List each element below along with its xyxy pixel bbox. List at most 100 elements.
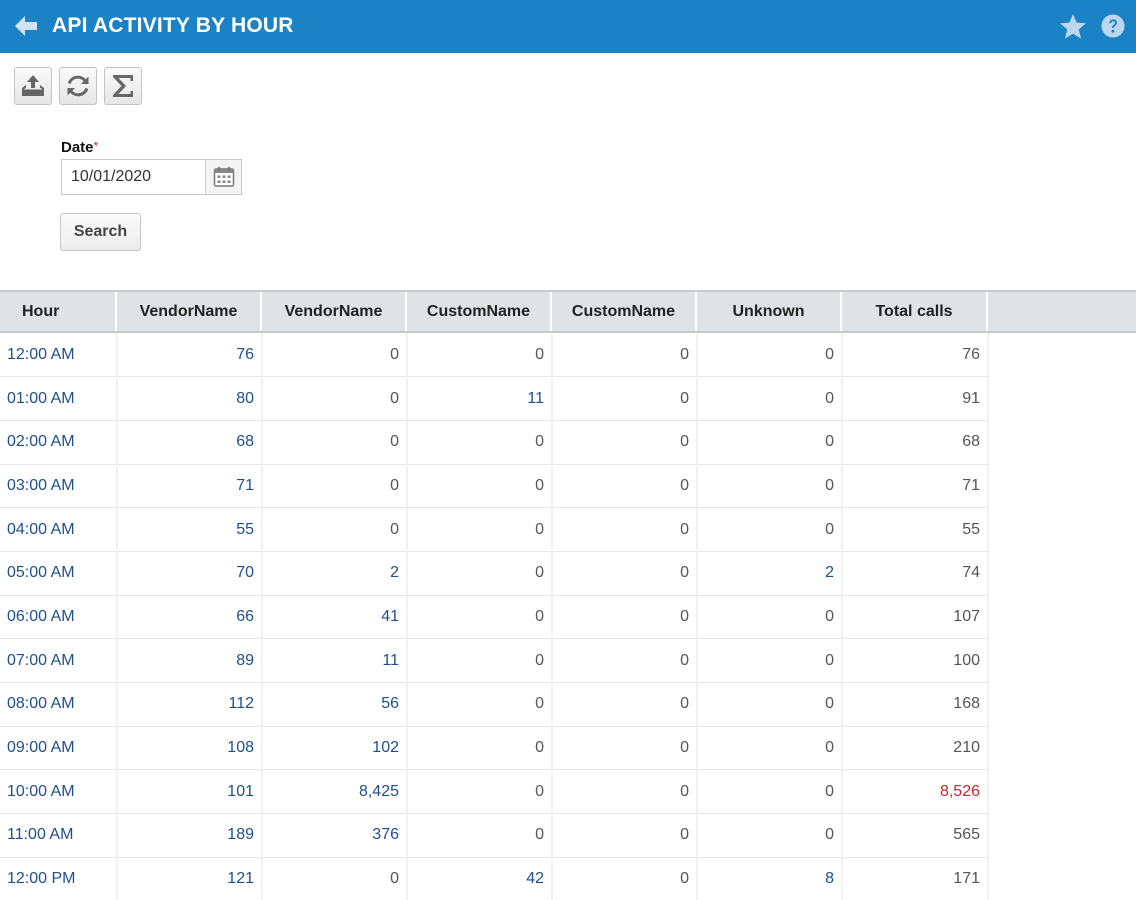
cell-hour[interactable]: 02:00 AM	[0, 420, 118, 465]
cell-vendorname-1[interactable]: 71	[117, 464, 263, 509]
cell-total-calls: 68	[842, 420, 989, 465]
cell-unknown: 0	[697, 638, 843, 683]
column-header-total-calls[interactable]: Total calls	[842, 292, 988, 331]
cell-hour[interactable]: 12:00 AM	[0, 333, 118, 378]
cell-unknown: 0	[697, 682, 843, 727]
cell-customname-2: 0	[552, 507, 698, 552]
cell-customname-2: 0	[552, 857, 698, 900]
cell-customname-2: 0	[552, 551, 698, 596]
table-header: Hour VendorName VendorName CustomName Cu…	[0, 290, 1136, 333]
date-input[interactable]	[62, 160, 205, 194]
cell-customname-2: 0	[552, 813, 698, 858]
column-header-hour[interactable]: Hour	[0, 292, 117, 331]
cell-vendorname-2[interactable]: 11	[262, 638, 408, 683]
table-row: 02:00 AM 68 0 0 0 0 68	[0, 420, 989, 465]
cell-customname-1: 0	[407, 333, 553, 378]
cell-customname-1: 0	[407, 638, 553, 683]
table-row: 03:00 AM 71 0 0 0 0 71	[0, 464, 989, 509]
cell-vendorname-1[interactable]: 189	[117, 813, 263, 858]
cell-vendorname-2[interactable]: 56	[262, 682, 408, 727]
cell-vendorname-2: 0	[262, 464, 408, 509]
column-header-vendorname-1[interactable]: VendorName	[117, 292, 262, 331]
cell-vendorname-1[interactable]: 55	[117, 507, 263, 552]
column-header-vendorname-2[interactable]: VendorName	[262, 292, 407, 331]
cell-hour[interactable]: 11:00 AM	[0, 813, 118, 858]
refresh-button[interactable]	[59, 67, 97, 105]
cell-customname-1: 0	[407, 420, 553, 465]
cell-hour[interactable]: 05:00 AM	[0, 551, 118, 596]
cell-customname-2: 0	[552, 682, 698, 727]
cell-hour[interactable]: 08:00 AM	[0, 682, 118, 727]
sigma-icon	[113, 75, 133, 97]
calendar-button[interactable]	[205, 160, 241, 194]
cell-vendorname-1[interactable]: 80	[117, 376, 263, 421]
cell-unknown: 0	[697, 595, 843, 640]
cell-customname-2: 0	[552, 726, 698, 771]
table-row: 06:00 AM 66 41 0 0 0 107	[0, 595, 989, 640]
back-arrow-icon[interactable]	[13, 14, 39, 38]
cell-customname-2: 0	[552, 376, 698, 421]
export-icon	[22, 75, 44, 96]
cell-total-calls: 91	[842, 376, 989, 421]
calendar-icon	[213, 167, 234, 187]
cell-unknown[interactable]: 2	[697, 551, 843, 596]
cell-total-calls: 55	[842, 507, 989, 552]
cell-vendorname-2: 0	[262, 857, 408, 900]
cell-hour[interactable]: 04:00 AM	[0, 507, 118, 552]
cell-customname-1[interactable]: 11	[407, 376, 553, 421]
cell-vendorname-2[interactable]: 8,425	[262, 769, 408, 815]
cell-customname-2: 0	[552, 638, 698, 683]
cell-vendorname-1[interactable]: 76	[117, 333, 263, 378]
search-button[interactable]: Search	[60, 213, 141, 251]
cell-vendorname-2: 0	[262, 333, 408, 378]
cell-customname-1: 0	[407, 595, 553, 640]
cell-vendorname-2: 0	[262, 507, 408, 552]
help-icon[interactable]	[1101, 14, 1125, 38]
cell-vendorname-2[interactable]: 376	[262, 813, 408, 858]
cell-total-calls: 71	[842, 464, 989, 509]
cell-customname-1[interactable]: 42	[407, 857, 553, 900]
cell-hour[interactable]: 01:00 AM	[0, 376, 118, 421]
cell-customname-2: 0	[552, 769, 698, 815]
column-header-customname-1[interactable]: CustomName	[407, 292, 552, 331]
cell-hour[interactable]: 03:00 AM	[0, 464, 118, 509]
cell-vendorname-1[interactable]: 101	[117, 769, 263, 815]
cell-customname-1: 0	[407, 551, 553, 596]
cell-unknown: 0	[697, 769, 843, 815]
table-row: 10:00 AM 101 8,425 0 0 0 8,526	[0, 769, 989, 815]
date-label: Date*	[61, 139, 99, 156]
cell-vendorname-1[interactable]: 89	[117, 638, 263, 683]
totals-button[interactable]	[104, 67, 142, 105]
column-header-customname-2[interactable]: CustomName	[552, 292, 697, 331]
cell-total-calls: 107	[842, 595, 989, 640]
cell-vendorname-1[interactable]: 70	[117, 551, 263, 596]
cell-hour[interactable]: 09:00 AM	[0, 726, 118, 771]
column-header-unknown[interactable]: Unknown	[697, 292, 842, 331]
cell-vendorname-2[interactable]: 2	[262, 551, 408, 596]
cell-total-calls: 100	[842, 638, 989, 683]
cell-vendorname-2: 0	[262, 420, 408, 465]
cell-hour[interactable]: 10:00 AM	[0, 769, 118, 815]
table-row: 12:00 AM 76 0 0 0 0 76	[0, 333, 989, 378]
cell-vendorname-1[interactable]: 68	[117, 420, 263, 465]
table-row: 11:00 AM 189 376 0 0 0 565	[0, 813, 989, 858]
cell-unknown[interactable]: 8	[697, 857, 843, 900]
cell-hour[interactable]: 06:00 AM	[0, 595, 118, 640]
cell-hour[interactable]: 07:00 AM	[0, 638, 118, 683]
cell-vendorname-1[interactable]: 121	[117, 857, 263, 900]
export-button[interactable]	[14, 67, 52, 105]
favorite-star-icon[interactable]	[1059, 13, 1087, 40]
cell-vendorname-1[interactable]: 112	[117, 682, 263, 727]
cell-vendorname-2[interactable]: 102	[262, 726, 408, 771]
cell-hour[interactable]: 12:00 PM	[0, 857, 118, 900]
cell-vendorname-2[interactable]: 41	[262, 595, 408, 640]
cell-unknown: 0	[697, 376, 843, 421]
cell-vendorname-1[interactable]: 66	[117, 595, 263, 640]
activity-table: 12:00 AM 76 0 0 0 0 76 01:00 AM 80 0 11 0 0 91 02:00 A…	[0, 333, 989, 900]
cell-total-calls: 76	[842, 333, 989, 378]
page-title: API ACTIVITY BY HOUR	[52, 14, 294, 37]
title-bar: API ACTIVITY BY HOUR	[0, 0, 1136, 53]
cell-unknown: 0	[697, 464, 843, 509]
cell-vendorname-1[interactable]: 108	[117, 726, 263, 771]
cell-unknown: 0	[697, 813, 843, 858]
